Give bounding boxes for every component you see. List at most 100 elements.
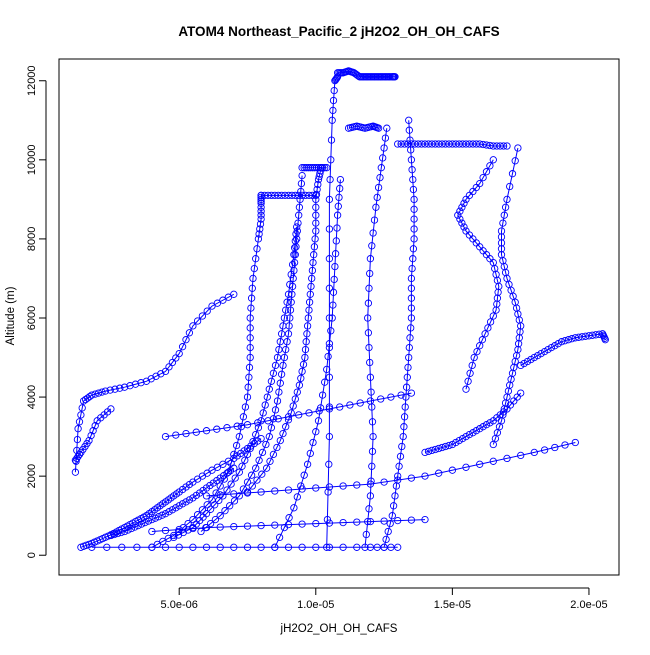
interp-point: [253, 476, 261, 484]
interp-point: [508, 170, 517, 178]
series-15: [380, 116, 418, 551]
data-point: [257, 215, 265, 223]
data-point: [503, 195, 511, 204]
interp-point: [325, 373, 334, 381]
interp-point: [246, 334, 254, 342]
interp-point: [290, 244, 299, 252]
interp-point: [271, 406, 280, 414]
series-4: [148, 191, 265, 551]
data-point: [265, 385, 273, 393]
interp-point: [203, 307, 211, 315]
interp-point: [117, 528, 125, 537]
interp-point: [269, 450, 278, 459]
interp-point: [578, 333, 586, 341]
interp-point: [409, 185, 418, 194]
data-point: [71, 468, 80, 476]
interp-point: [407, 284, 416, 292]
data-point: [107, 405, 115, 413]
interp-point: [456, 207, 464, 215]
interp-point: [476, 342, 484, 350]
interp-point: [213, 463, 222, 471]
interp-point: [137, 379, 145, 387]
interp-point: [394, 476, 402, 484]
data-point: [481, 330, 489, 338]
interp-point: [277, 370, 286, 378]
y-tick-label: 8000: [26, 227, 38, 251]
interp-point: [462, 463, 470, 471]
interp-point: [266, 457, 274, 465]
interp-point: [295, 411, 303, 419]
interp-point: [409, 175, 417, 184]
interp-point: [373, 193, 381, 202]
data-point: [257, 191, 265, 200]
data-point: [161, 367, 170, 376]
data-point: [372, 203, 380, 211]
interp-point: [241, 456, 249, 464]
interp-point: [230, 450, 238, 459]
interp-point: [161, 526, 170, 535]
interp-point: [256, 220, 265, 228]
interp-point: [362, 530, 370, 539]
interp-point: [305, 298, 314, 306]
interp-point: [499, 219, 507, 227]
data-point: [421, 472, 429, 480]
interp-point: [280, 314, 289, 322]
interp-point: [327, 136, 336, 144]
series-17: [454, 156, 503, 393]
series-14: [361, 124, 391, 551]
interp-point: [249, 437, 257, 446]
interp-point: [333, 224, 341, 232]
interp-point: [456, 215, 464, 223]
interp-point: [182, 429, 190, 438]
interp-point: [379, 154, 387, 162]
interp-point: [133, 543, 141, 551]
interp-point: [245, 373, 253, 381]
interp-point: [118, 543, 126, 551]
interp-point: [458, 203, 466, 211]
data-point: [489, 156, 497, 164]
interp-point: [288, 290, 296, 298]
x-tick-label: 5.0e-06: [161, 599, 198, 611]
interp-point: [73, 435, 82, 444]
interp-point: [185, 496, 194, 504]
series-5: [257, 191, 320, 200]
series-2: [77, 434, 265, 551]
interp-point: [330, 86, 338, 95]
interp-point: [335, 193, 343, 202]
series-line-7: [200, 175, 303, 532]
data-point: [230, 290, 238, 298]
data-point: [246, 314, 254, 322]
interp-point: [151, 514, 159, 522]
interp-point: [253, 245, 261, 253]
interp-point: [581, 332, 590, 340]
interp-point: [410, 215, 418, 223]
interp-point: [497, 245, 506, 253]
interp-point: [247, 294, 256, 302]
interp-point: [329, 106, 337, 115]
data-point: [257, 543, 265, 551]
data-point: [301, 353, 309, 362]
interp-point: [98, 388, 106, 396]
interp-point: [370, 216, 379, 224]
data-point: [407, 156, 416, 164]
series-line-24: [165, 392, 412, 438]
interp-point: [213, 425, 221, 433]
interp-point: [506, 182, 514, 191]
interp-point: [223, 424, 231, 432]
series-24: [161, 389, 416, 441]
interp-point: [382, 535, 390, 544]
interp-point: [428, 446, 436, 455]
interp-point: [189, 543, 197, 551]
interp-point: [257, 197, 265, 205]
interp-point: [184, 526, 192, 534]
x-tick-label: 2.0e-05: [570, 599, 607, 611]
data-point: [369, 432, 377, 441]
interp-point: [424, 447, 433, 456]
data-point: [462, 140, 470, 148]
data-point: [303, 322, 312, 330]
data-point: [407, 389, 416, 397]
data-point: [325, 195, 334, 204]
series-22: [148, 515, 429, 536]
interp-point: [324, 488, 332, 496]
interp-point: [517, 451, 525, 460]
